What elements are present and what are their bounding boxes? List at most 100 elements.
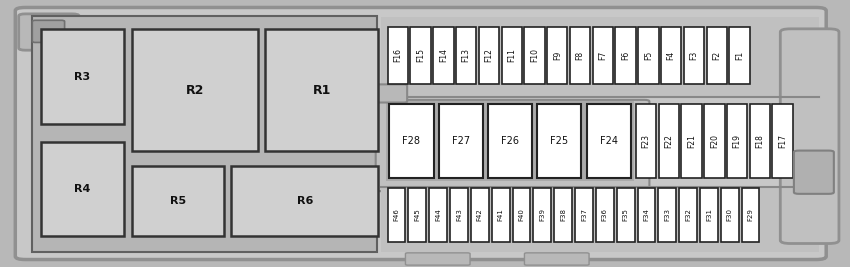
Text: R4: R4 <box>74 184 91 194</box>
Text: F20: F20 <box>710 134 719 148</box>
Bar <box>547 27 568 84</box>
Text: F44: F44 <box>435 209 441 221</box>
Bar <box>386 101 437 181</box>
Bar <box>638 27 659 84</box>
Bar <box>534 101 585 181</box>
Bar <box>488 104 532 178</box>
Text: F15: F15 <box>416 48 425 62</box>
Text: F34: F34 <box>643 209 649 221</box>
FancyBboxPatch shape <box>780 29 839 244</box>
Text: F39: F39 <box>539 209 546 221</box>
FancyBboxPatch shape <box>371 84 407 103</box>
Bar <box>524 27 545 84</box>
FancyBboxPatch shape <box>405 253 470 265</box>
Text: F21: F21 <box>687 134 696 148</box>
FancyBboxPatch shape <box>19 14 79 50</box>
Bar <box>741 188 760 242</box>
Text: F22: F22 <box>665 134 673 148</box>
Bar <box>456 27 476 84</box>
Text: F19: F19 <box>733 134 741 148</box>
Text: F8: F8 <box>575 51 585 60</box>
Text: F35: F35 <box>622 209 629 221</box>
Text: F46: F46 <box>394 209 399 221</box>
Text: R5: R5 <box>170 196 185 206</box>
Bar <box>727 104 747 178</box>
Text: F27: F27 <box>451 136 470 146</box>
Bar <box>706 27 727 84</box>
Bar <box>471 188 489 242</box>
Text: F14: F14 <box>439 48 448 62</box>
Text: F23: F23 <box>642 134 650 148</box>
Text: F37: F37 <box>581 209 587 221</box>
Bar <box>41 29 124 124</box>
Text: F33: F33 <box>664 209 671 221</box>
Bar <box>265 29 378 151</box>
Bar <box>502 27 522 84</box>
Text: F28: F28 <box>402 136 421 146</box>
FancyBboxPatch shape <box>794 151 834 194</box>
Bar <box>592 27 613 84</box>
Bar <box>615 27 636 84</box>
Bar <box>661 27 682 84</box>
Bar <box>132 29 258 151</box>
Text: F41: F41 <box>497 209 504 221</box>
Text: F30: F30 <box>727 209 733 221</box>
Bar <box>491 188 510 242</box>
Bar <box>570 27 590 84</box>
FancyBboxPatch shape <box>524 253 589 265</box>
FancyBboxPatch shape <box>376 100 649 191</box>
Bar <box>575 188 592 242</box>
Bar <box>429 188 447 242</box>
Bar <box>484 101 536 181</box>
Text: F1: F1 <box>735 51 744 60</box>
Bar <box>450 188 468 242</box>
Text: F7: F7 <box>598 51 607 60</box>
Bar <box>388 188 405 242</box>
Bar <box>659 104 679 178</box>
Text: F40: F40 <box>518 209 524 221</box>
Text: F38: F38 <box>560 209 566 221</box>
Bar <box>636 104 656 178</box>
Text: F9: F9 <box>552 51 562 60</box>
FancyBboxPatch shape <box>32 20 65 42</box>
Text: F2: F2 <box>712 51 721 60</box>
Text: F4: F4 <box>666 51 676 60</box>
Bar <box>408 188 426 242</box>
Bar <box>617 188 634 242</box>
Bar <box>750 104 770 178</box>
Bar <box>411 27 431 84</box>
Text: F32: F32 <box>685 209 691 221</box>
Text: R6: R6 <box>297 196 313 206</box>
Bar <box>682 104 702 178</box>
Text: F16: F16 <box>394 48 402 62</box>
Bar <box>700 188 717 242</box>
Bar <box>583 101 634 181</box>
Text: F18: F18 <box>756 134 764 148</box>
Text: F5: F5 <box>644 51 653 60</box>
Text: F10: F10 <box>530 48 539 62</box>
Bar <box>704 104 724 178</box>
Text: F29: F29 <box>747 209 754 221</box>
Text: F26: F26 <box>501 136 519 146</box>
Bar <box>389 104 434 178</box>
Bar <box>729 27 750 84</box>
Bar <box>434 27 454 84</box>
Text: R3: R3 <box>75 72 90 82</box>
Bar <box>132 166 224 236</box>
Bar <box>32 16 377 252</box>
Text: F24: F24 <box>599 136 618 146</box>
Bar <box>231 166 378 236</box>
Bar <box>683 27 704 84</box>
Bar <box>439 104 483 178</box>
Text: R1: R1 <box>313 84 331 97</box>
Bar <box>721 188 739 242</box>
Bar <box>479 27 499 84</box>
FancyBboxPatch shape <box>15 7 826 260</box>
Bar <box>381 187 819 252</box>
Bar <box>679 188 697 242</box>
Bar <box>586 104 631 178</box>
Bar <box>435 101 486 181</box>
Text: F17: F17 <box>779 134 787 148</box>
Bar <box>534 188 551 242</box>
Text: F3: F3 <box>689 51 699 60</box>
